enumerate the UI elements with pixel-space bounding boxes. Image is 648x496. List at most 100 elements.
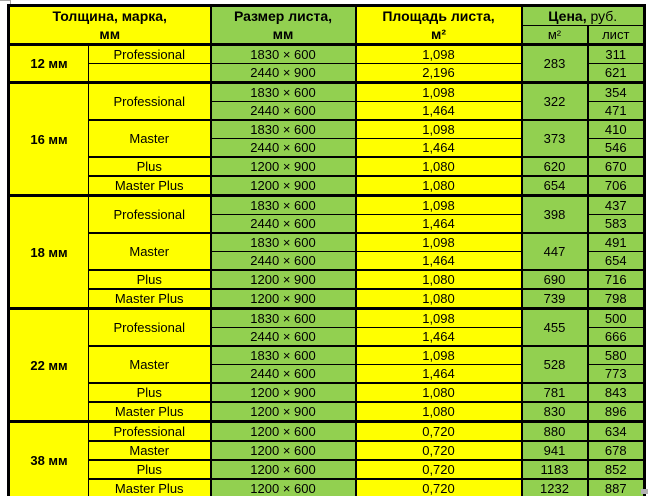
price-sheet-cell: 621 bbox=[586, 63, 645, 83]
area-cell: 1,098 bbox=[354, 345, 522, 365]
table-row: Master Plus 1200 × 900 1,080 830 896 bbox=[9, 401, 645, 422]
size-cell: 2440 × 600 bbox=[209, 364, 356, 384]
area-cell: 1,098 bbox=[354, 307, 522, 328]
table-row: Master Plus 1200 × 600 0,720 1232 887 bbox=[9, 478, 645, 496]
price-m2-cell: 739 bbox=[520, 288, 588, 309]
area-cell: 1,098 bbox=[354, 119, 522, 139]
table-row: 18 мм Professional 1830 × 600 1,098 398 … bbox=[8, 194, 645, 309]
price-sheet-cell: 491 bbox=[586, 232, 645, 252]
price-sheet-cell: 437 bbox=[586, 194, 645, 215]
header-thickness-brand-line2: мм bbox=[99, 26, 121, 42]
header-size-line1: Размер листа, bbox=[233, 8, 333, 24]
price-sheet-cell: 634 bbox=[586, 420, 645, 442]
table-row: 2440 × 600 1,464 666 bbox=[9, 327, 645, 347]
header-row-2: м² лист bbox=[9, 24, 645, 45]
area-cell: 1,080 bbox=[354, 401, 522, 422]
price-sheet-cell: 311 bbox=[586, 43, 645, 64]
price-sheet-cell: 546 bbox=[586, 138, 645, 158]
brand-cell: Professional bbox=[88, 194, 211, 234]
area-cell: 1,098 bbox=[354, 81, 522, 102]
price-sheet-cell: 410 bbox=[586, 119, 645, 139]
table-row: Plus 1200 × 900 1,080 781 843 bbox=[9, 382, 645, 403]
price-sheet-cell: 666 bbox=[586, 327, 645, 347]
table-row: Plus 1200 × 900 1,080 620 670 bbox=[9, 156, 645, 177]
size-cell: 1830 × 600 bbox=[209, 307, 356, 328]
price-m2-cell: 398 bbox=[520, 194, 588, 234]
price-m2-cell: 620 bbox=[520, 156, 588, 177]
table-row: 2440 × 900 2,196 621 bbox=[9, 63, 645, 83]
price-m2-cell: 1183 bbox=[520, 459, 588, 480]
brand-cell: Master Plus bbox=[88, 401, 211, 422]
size-cell: 1830 × 600 bbox=[209, 232, 356, 252]
table-row: Master Plus 1200 × 900 1,080 739 798 bbox=[9, 288, 645, 309]
header-price: Цена, руб. bbox=[520, 5, 645, 26]
size-cell: 1830 × 600 bbox=[209, 119, 356, 139]
price-sheet-cell: 471 bbox=[586, 101, 645, 121]
table-row: Master 1200 × 600 0,720 941 678 bbox=[9, 440, 645, 461]
brand-cell: Professional bbox=[88, 420, 211, 442]
price-sheet-cell: 798 bbox=[586, 288, 645, 309]
brand-cell: Master Plus bbox=[88, 478, 211, 496]
size-cell: 1200 × 600 bbox=[209, 478, 356, 496]
price-sheet-cell: 500 bbox=[586, 307, 645, 328]
brand-cell: Plus bbox=[88, 269, 211, 290]
area-cell: 1,098 bbox=[354, 194, 522, 215]
thickness-cell: 22 мм bbox=[8, 307, 89, 422]
price-m2-cell: 654 bbox=[520, 175, 588, 196]
brand-cell: Master bbox=[88, 440, 211, 461]
size-cell: 1200 × 900 bbox=[209, 382, 356, 403]
size-cell: 1200 × 900 bbox=[209, 156, 356, 177]
thickness-cell: 12 мм bbox=[8, 43, 89, 83]
brand-cell: Plus bbox=[88, 156, 211, 177]
area-cell: 1,464 bbox=[354, 214, 522, 234]
price-sheet-cell: 583 bbox=[586, 214, 645, 234]
header-price-m2: м² bbox=[520, 24, 588, 45]
table-row: 12 мм Professional 1830 × 600 1,098 283 … bbox=[8, 43, 645, 83]
price-sheet-cell: 654 bbox=[586, 251, 645, 271]
size-cell: 1200 × 600 bbox=[209, 459, 356, 480]
header-price-unit: руб. bbox=[586, 7, 618, 24]
table-row: 2440 × 600 1,464 583 bbox=[9, 214, 645, 234]
header-area-line2: м² bbox=[430, 26, 447, 42]
price-m2-cell: 455 bbox=[520, 307, 588, 347]
price-sheet-cell: 773 bbox=[586, 364, 645, 384]
table-row: 2440 × 600 1,464 471 bbox=[9, 101, 645, 121]
area-cell: 1,080 bbox=[354, 156, 522, 177]
scroll-corner-artifact-horizontal bbox=[0, 0, 11, 1]
table-row: 16 мм Professional 1830 × 600 1,098 322 … bbox=[8, 81, 645, 196]
size-cell: 2440 × 600 bbox=[209, 251, 356, 271]
brand-cell-empty bbox=[88, 63, 211, 83]
header-thickness-brand-line1: Толщина, марка, bbox=[52, 8, 167, 24]
area-cell: 1,080 bbox=[354, 382, 522, 403]
size-cell: 1200 × 900 bbox=[209, 175, 356, 196]
brand-cell: Master bbox=[88, 119, 211, 158]
table-row: Master 1830 × 600 1,098 447 491 bbox=[9, 232, 645, 271]
price-m2-cell: 781 bbox=[520, 382, 588, 403]
size-cell: 1830 × 600 bbox=[209, 43, 356, 64]
table-row: Master 1830 × 600 1,098 528 580 bbox=[9, 345, 645, 384]
area-cell: 1,464 bbox=[354, 327, 522, 347]
table-row: Master Plus 1200 × 900 1,080 654 706 bbox=[9, 175, 645, 196]
size-cell: 1830 × 600 bbox=[209, 345, 356, 365]
area-cell: 1,080 bbox=[354, 269, 522, 290]
price-m2-cell: 830 bbox=[520, 401, 588, 422]
size-cell: 1200 × 600 bbox=[209, 440, 356, 461]
price-m2-cell: 528 bbox=[520, 345, 588, 384]
brand-cell: Master bbox=[88, 345, 211, 384]
brand-cell: Master Plus bbox=[88, 288, 211, 309]
size-cell: 1200 × 900 bbox=[209, 401, 356, 422]
size-cell: 2440 × 600 bbox=[209, 214, 356, 234]
area-cell: 1,080 bbox=[354, 288, 522, 309]
price-table: Толщина, марка, мм Размер листа, мм Площ… bbox=[7, 4, 646, 496]
header-price-bold: Цена, bbox=[548, 7, 587, 24]
area-cell: 0,720 bbox=[354, 420, 522, 442]
price-sheet-cell: 896 bbox=[586, 401, 645, 422]
price-m2-cell: 322 bbox=[520, 81, 588, 121]
area-cell: 1,464 bbox=[354, 364, 522, 384]
area-cell: 1,080 bbox=[354, 175, 522, 196]
table-row: 22 мм Professional 1830 × 600 1,098 455 … bbox=[8, 307, 645, 422]
area-cell: 1,098 bbox=[354, 43, 522, 64]
price-sheet-cell: 706 bbox=[586, 175, 645, 196]
brand-cell: Plus bbox=[88, 459, 211, 480]
